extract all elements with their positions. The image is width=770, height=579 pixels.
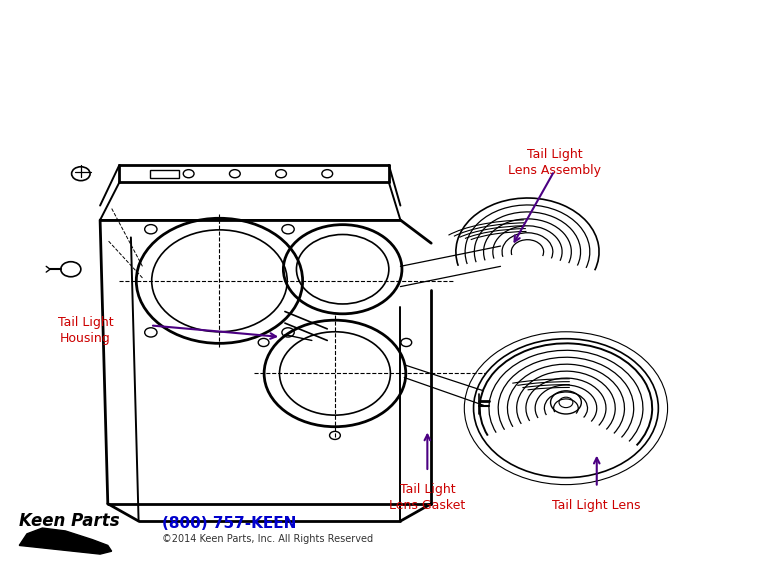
- Text: ©2014 Keen Parts, Inc. All Rights Reserved: ©2014 Keen Parts, Inc. All Rights Reserv…: [162, 534, 373, 544]
- Text: Tail Light
Lens Gasket: Tail Light Lens Gasket: [389, 483, 466, 512]
- Text: Tail Light
Lens Assembly: Tail Light Lens Assembly: [508, 148, 601, 177]
- Text: Tail Light Lens: Tail Light Lens: [553, 499, 641, 512]
- Bar: [150, 170, 179, 178]
- Text: (800) 757-KEEN: (800) 757-KEEN: [162, 516, 296, 532]
- Text: Keen Parts: Keen Parts: [19, 512, 120, 530]
- Polygon shape: [19, 528, 112, 554]
- Text: Tail Light
Housing: Tail Light Housing: [58, 316, 113, 345]
